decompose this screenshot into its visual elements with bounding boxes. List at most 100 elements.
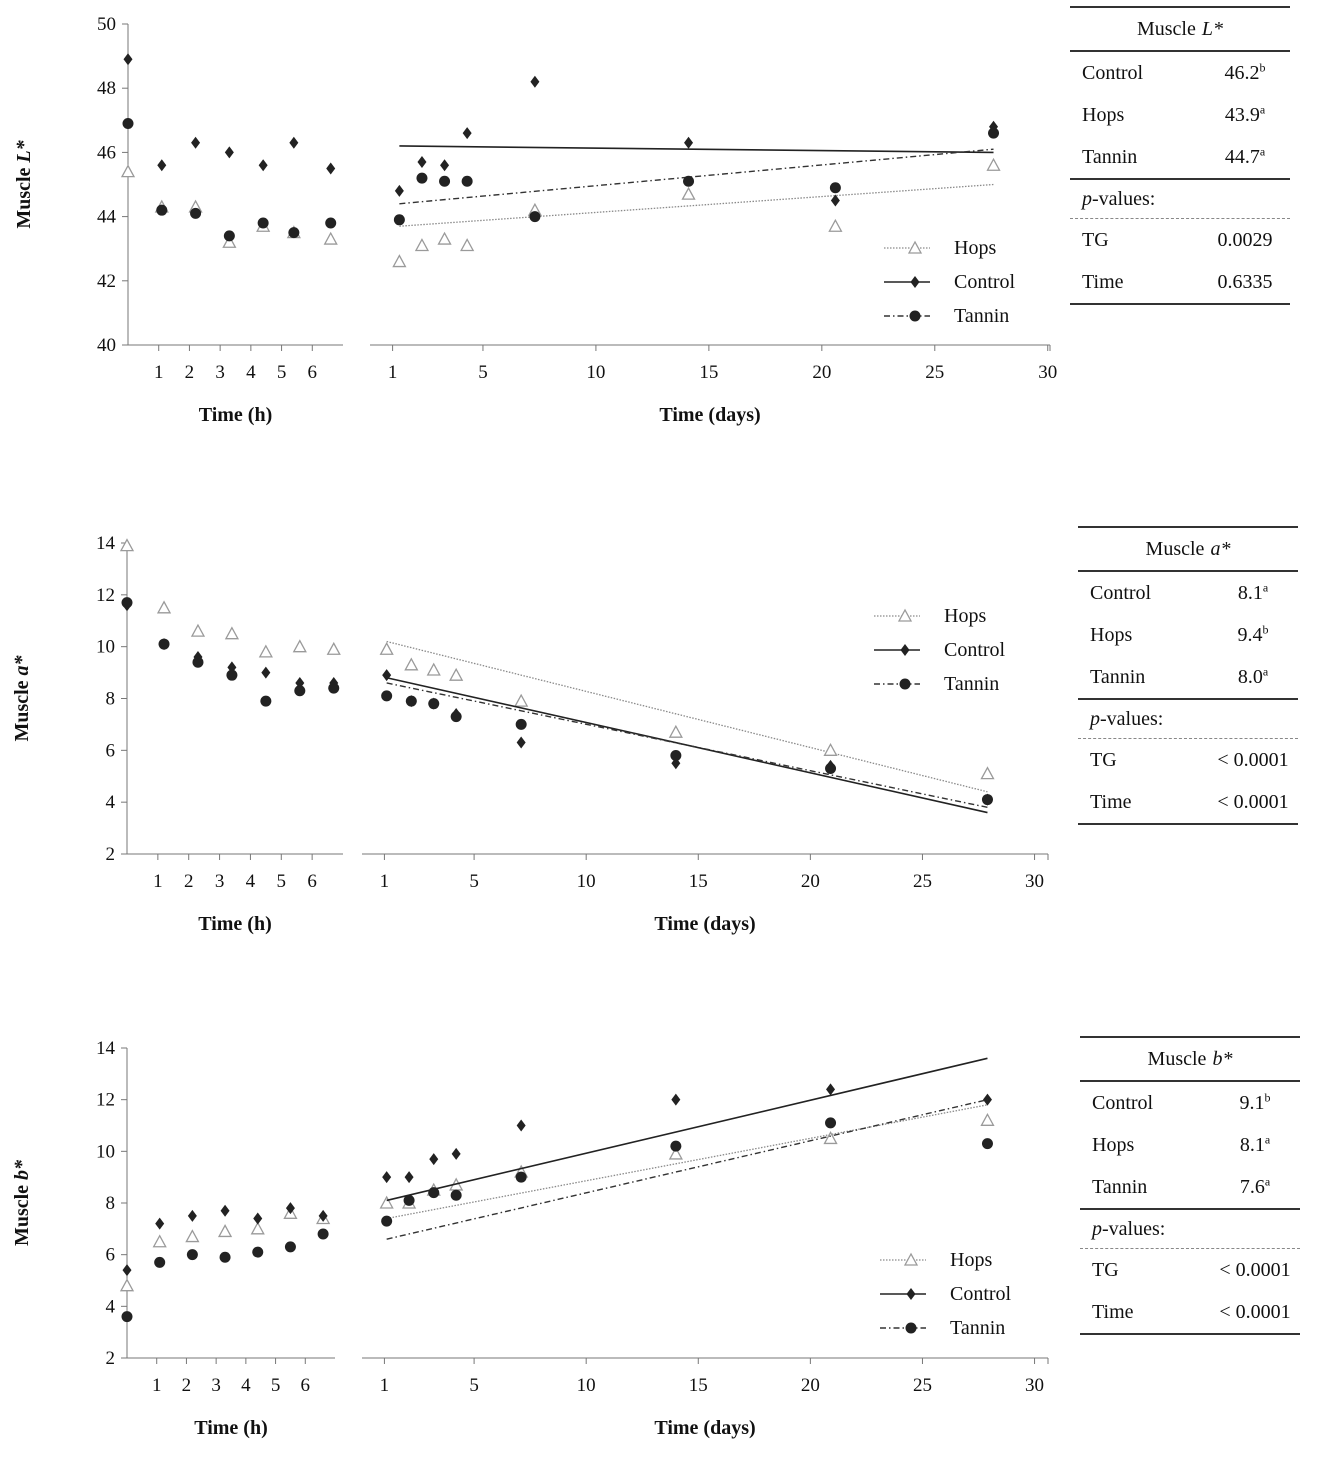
control-marker xyxy=(910,276,920,288)
x-tick-label: 10 xyxy=(577,871,596,892)
hops-marker xyxy=(907,240,923,254)
hops-marker xyxy=(156,600,172,614)
legend-label: Tannin xyxy=(950,1317,1005,1339)
series-tannin xyxy=(381,682,993,809)
legend-label: Control xyxy=(944,639,1006,661)
tannin-marker xyxy=(284,1241,296,1253)
y-axis-title-var: L* xyxy=(13,139,35,163)
tannin-marker xyxy=(450,1189,462,1201)
hours-panel: 1 2 3 4 5 6 Time (h) xyxy=(119,538,343,935)
tannin-marker xyxy=(825,762,837,774)
y-tick-label: 44 xyxy=(97,207,117,228)
y-axis-title-prefix: Muscle xyxy=(11,675,33,741)
hops-marker xyxy=(828,218,843,232)
y-tick-label: 48 xyxy=(97,78,116,99)
hops-marker xyxy=(392,254,407,268)
control-trend-line xyxy=(399,145,994,154)
tannin-marker xyxy=(988,127,1000,139)
x-tick-label: 1 xyxy=(388,362,398,383)
tannin-marker xyxy=(825,1117,837,1129)
table-row: Time < 0.0001 xyxy=(1080,1291,1300,1335)
tannin-marker xyxy=(260,695,272,707)
tannin-marker xyxy=(450,711,462,723)
control-marker xyxy=(261,666,271,679)
x-tick-label: 5 xyxy=(469,871,479,892)
legend-label: Tannin xyxy=(944,673,999,695)
hops-marker xyxy=(222,234,237,248)
y-tick-label: 40 xyxy=(97,335,116,356)
legend-label: Control xyxy=(954,271,1016,293)
x-tick-label: 5 xyxy=(277,362,287,383)
control-marker xyxy=(191,136,201,149)
hops-marker xyxy=(404,657,419,671)
y-tick-label: 6 xyxy=(106,1245,116,1266)
table-row: Time < 0.0001 xyxy=(1078,781,1298,825)
x-tick-label: 15 xyxy=(689,871,708,892)
tannin-marker xyxy=(670,750,682,762)
tannin-marker xyxy=(158,638,170,650)
tannin-marker xyxy=(905,1322,917,1334)
hops-marker xyxy=(224,626,240,640)
table-row: Control 9.1b xyxy=(1092,1089,1271,1114)
hops-marker xyxy=(668,724,683,738)
hops-marker xyxy=(980,766,995,780)
x-tick-label: 5 xyxy=(277,871,287,892)
tannin-marker xyxy=(328,682,340,694)
tannin-marker xyxy=(381,690,393,702)
hops-marker xyxy=(460,238,475,252)
tannin-marker xyxy=(670,1140,682,1152)
control-marker xyxy=(417,156,427,169)
tannin-marker xyxy=(403,1194,415,1206)
x-tick-label: 6 xyxy=(301,1375,311,1396)
x-tick-label: 20 xyxy=(801,871,820,892)
y-axis-title-var: b* xyxy=(11,1159,33,1180)
y-axis-title: Muscle L* xyxy=(13,139,35,228)
tannin-marker xyxy=(683,175,695,187)
x-tick-label: 5 xyxy=(478,362,488,383)
x-tick-label: 4 xyxy=(246,871,256,892)
stats-table-a: Muscle a* Control 8.1a Hops 9.4b Tannin 8.0a… xyxy=(1078,526,1298,825)
series-hops xyxy=(119,538,341,658)
hops-marker xyxy=(903,1252,919,1266)
hops-marker xyxy=(681,186,696,200)
control-marker xyxy=(516,736,526,749)
x-tick-label: 10 xyxy=(577,1375,596,1396)
y-tick-label: 14 xyxy=(96,1038,116,1059)
tannin-marker xyxy=(325,217,337,229)
series-tannin xyxy=(121,597,340,707)
x-axis-title: Time (days) xyxy=(654,913,755,935)
series-hops xyxy=(119,1205,331,1292)
control-marker xyxy=(382,1171,392,1184)
hops-marker xyxy=(326,641,341,655)
y-tick-label: 12 xyxy=(96,585,115,606)
series-tannin xyxy=(122,118,337,242)
x-axis-title: Time (days) xyxy=(654,1417,755,1439)
x-axis-title: Time (h) xyxy=(194,1417,268,1439)
hops-trend-line xyxy=(399,183,994,227)
hours-panel: 1 2 3 4 5 6 Time (h) xyxy=(119,1202,335,1439)
legend: Hops Control Tannin xyxy=(884,237,1016,327)
pvalues-header: p -values: xyxy=(1078,698,1298,739)
control-marker xyxy=(429,1153,439,1166)
tannin-marker xyxy=(288,227,300,239)
tannin-marker xyxy=(190,207,202,219)
series-control xyxy=(382,669,992,814)
x-tick-label: 30 xyxy=(1025,871,1044,892)
tannin-marker xyxy=(899,678,911,690)
y-axis-title: Muscle a* xyxy=(11,654,33,741)
tannin-marker xyxy=(461,175,473,187)
x-tick-label: 1 xyxy=(380,1375,390,1396)
control-marker xyxy=(220,1204,230,1217)
series-hops xyxy=(392,157,1001,268)
control-marker xyxy=(906,1288,916,1300)
control-marker xyxy=(122,1264,132,1277)
tannin-marker xyxy=(121,597,133,609)
hops-marker xyxy=(426,662,441,676)
y-tick-label: 4 xyxy=(106,1296,116,1317)
y-tick-label: 14 xyxy=(96,533,116,554)
control-marker xyxy=(462,127,472,140)
tannin-marker xyxy=(156,204,168,216)
series-control xyxy=(123,53,336,175)
